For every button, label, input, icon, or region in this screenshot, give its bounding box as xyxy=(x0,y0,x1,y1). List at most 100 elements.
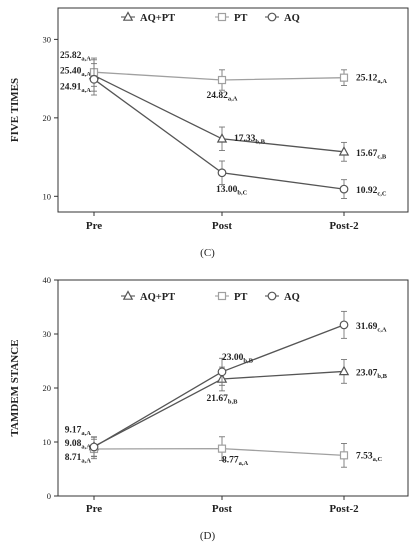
series-line xyxy=(93,324,345,448)
data-point xyxy=(338,365,350,376)
data-label-subscript: a,A xyxy=(239,460,249,467)
legend-label: AQ xyxy=(284,13,300,24)
data-point xyxy=(339,184,349,194)
data-label-value: 17.33 xyxy=(234,134,256,144)
chart-panel-d: 0 10 20 30 40 Pre Post Post-2 TAMDEM STANCE AQ+PT… xyxy=(0,270,415,525)
line-chart-c: 10 20 30 Pre Post Post-2 FIVE TIMES AQ+PT PT AQ 25… xyxy=(9,7,409,232)
legend-marker xyxy=(217,12,227,22)
data-label: 10.92c,C xyxy=(356,186,387,198)
data-label-subscript: a,A xyxy=(81,71,91,78)
data-label: 13.00b,C xyxy=(216,185,248,197)
data-label-value: 25.12 xyxy=(356,74,378,84)
data-label-subscript: a,A xyxy=(81,457,91,464)
data-label-subscript: c,B xyxy=(377,153,387,160)
data-label-value: 13.00 xyxy=(216,185,238,195)
y-axis-label: FIVE TIMES xyxy=(9,78,21,142)
data-label-value: 24.91 xyxy=(60,82,82,92)
x-tick-label: Pre xyxy=(86,503,102,515)
data-point xyxy=(339,320,349,330)
data-label: 8.77a,A xyxy=(222,456,249,468)
data-label-subscript: a,C xyxy=(373,456,383,463)
data-point xyxy=(338,146,350,156)
data-point xyxy=(339,73,349,82)
data-label-value: 9.08 xyxy=(65,439,82,449)
data-label-value: 7.53 xyxy=(356,451,373,461)
data-label-value: 25.40 xyxy=(60,66,82,76)
data-point xyxy=(89,442,99,452)
y-tick-label: 20 xyxy=(43,113,52,123)
data-label-subscript: c,A xyxy=(377,326,387,333)
y-tick-label: 40 xyxy=(43,275,52,285)
legend-marker xyxy=(217,291,227,301)
data-label: 17.33b,B xyxy=(234,134,266,146)
data-label: 23.07b,B xyxy=(356,368,388,380)
data-label-value: 9.17 xyxy=(65,425,82,435)
legend-label: AQ xyxy=(284,292,300,303)
x-tick-label: Post-2 xyxy=(329,220,359,232)
chart-caption-c: (C) xyxy=(200,247,215,259)
x-tick-label: Pre xyxy=(86,220,102,232)
data-label: 24.91a,A xyxy=(60,82,91,94)
data-label-subscript: a,A xyxy=(228,96,238,103)
data-label-subscript: b,B xyxy=(228,398,238,405)
data-point xyxy=(216,133,228,143)
chart-panel-c: 10 20 30 Pre Post Post-2 FIVE TIMES AQ+PT PT AQ 25… xyxy=(0,0,415,245)
data-point xyxy=(339,451,349,460)
data-label-subscript: b,B xyxy=(243,357,253,364)
data-label: 24.82a,A xyxy=(207,91,238,103)
x-tick-label: Post xyxy=(212,220,233,232)
data-label-value: 10.92 xyxy=(356,186,378,196)
data-label: 31.69c,A xyxy=(356,322,387,334)
y-tick-label: 20 xyxy=(43,383,52,393)
data-label-value: 8.77 xyxy=(222,456,239,466)
data-point xyxy=(217,367,227,377)
legend-label: AQ+PT xyxy=(140,292,175,303)
legend-marker xyxy=(122,290,134,300)
data-point xyxy=(89,74,99,84)
data-label: 8.71a,A xyxy=(65,453,92,465)
data-label: 9.17a,A xyxy=(65,425,92,437)
data-point xyxy=(217,444,227,453)
data-point xyxy=(217,75,227,85)
data-label-subscript: a,A xyxy=(377,78,387,85)
data-label-value: 23.00 xyxy=(222,353,244,363)
data-label: 25.12a,A xyxy=(356,74,387,86)
data-label-subscript: a,A xyxy=(81,56,91,63)
data-label-value: 15.67 xyxy=(356,149,378,159)
data-label-subscript: a,A xyxy=(81,443,91,450)
data-label-subscript: b,C xyxy=(237,189,247,196)
legend-marker xyxy=(122,11,134,21)
y-tick-label: 30 xyxy=(43,34,52,44)
y-tick-label: 10 xyxy=(43,191,52,201)
data-label-subscript: b,B xyxy=(377,373,387,380)
y-tick-label: 10 xyxy=(43,437,52,447)
y-tick-label: 0 xyxy=(47,491,51,501)
plot-frame xyxy=(57,7,409,213)
data-label: 25.82a,A xyxy=(60,51,91,63)
data-label-value: 31.69 xyxy=(356,322,378,332)
data-label-value: 24.82 xyxy=(207,91,229,101)
legend-label: PT xyxy=(234,292,247,303)
data-point xyxy=(217,168,227,178)
line-chart-d: 0 10 20 30 40 Pre Post Post-2 TAMDEM STANCE AQ+PT… xyxy=(9,275,409,515)
data-label-value: 21.67 xyxy=(207,394,229,404)
chart-caption-d: (D) xyxy=(199,530,216,542)
data-label: 23.00b,B xyxy=(222,353,254,365)
data-label-subscript: a,A xyxy=(81,87,91,94)
data-label-value: 25.82 xyxy=(60,51,82,61)
legend-marker xyxy=(267,291,277,301)
data-label: 21.67b,B xyxy=(207,394,239,406)
legend-label: AQ+PT xyxy=(140,13,175,24)
legend-marker xyxy=(267,12,277,22)
data-label: 25.40a,A xyxy=(60,66,91,78)
data-label-subscript: a,A xyxy=(81,430,91,437)
data-label: 7.53a,C xyxy=(356,451,383,463)
data-label: 9.08a,A xyxy=(65,439,92,451)
data-label-subscript: c,C xyxy=(377,191,387,198)
y-tick-label: 30 xyxy=(43,329,52,339)
y-axis-label: TAMDEM STANCE xyxy=(9,339,21,436)
data-label-value: 23.07 xyxy=(356,368,378,378)
data-label-value: 8.71 xyxy=(65,453,82,463)
x-tick-label: Post xyxy=(212,503,233,515)
data-label-subscript: b,B xyxy=(255,138,265,145)
